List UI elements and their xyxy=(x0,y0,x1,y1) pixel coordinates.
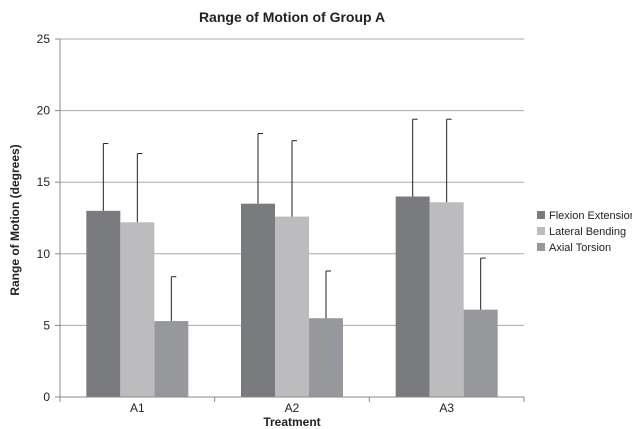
legend-label: Axial Torsion xyxy=(549,242,611,254)
y-tick-label: 0 xyxy=(43,390,50,404)
bar xyxy=(154,321,189,397)
y-tick-label: 25 xyxy=(37,32,51,46)
x-tick-label: A1 xyxy=(130,401,145,415)
bar xyxy=(463,309,498,397)
x-axis-ticks: A1 A2 A3 xyxy=(59,396,525,415)
bar xyxy=(275,216,309,397)
bar xyxy=(309,318,343,397)
legend: Flexion Extension Lateral Bending Axial To… xyxy=(537,210,632,254)
y-axis-ticks: 0 5 10 15 20 25 xyxy=(37,32,51,404)
bar xyxy=(120,222,155,397)
bar xyxy=(86,210,121,397)
bar xyxy=(395,196,430,397)
bar xyxy=(241,203,275,397)
x-tick-label: A3 xyxy=(439,401,454,415)
legend-label: Lateral Bending xyxy=(549,226,626,238)
chart-title: Range of Motion of Group A xyxy=(199,9,385,25)
bar xyxy=(429,202,464,397)
y-tick-label: 20 xyxy=(37,104,51,118)
y-tick-label: 5 xyxy=(43,318,50,332)
legend-label: Flexion Extension xyxy=(549,210,632,222)
x-tick-label: A2 xyxy=(285,401,300,415)
y-tick-label: 10 xyxy=(37,247,51,261)
y-axis-title: Range of Motion (degrees) xyxy=(8,144,22,295)
y-tick-label: 15 xyxy=(37,175,51,189)
x-axis-title: Treatment xyxy=(263,415,320,429)
legend-swatch xyxy=(537,243,545,251)
legend-swatch xyxy=(537,211,545,219)
legend-swatch xyxy=(537,227,545,235)
bars xyxy=(86,196,498,397)
error-bars xyxy=(102,118,486,322)
